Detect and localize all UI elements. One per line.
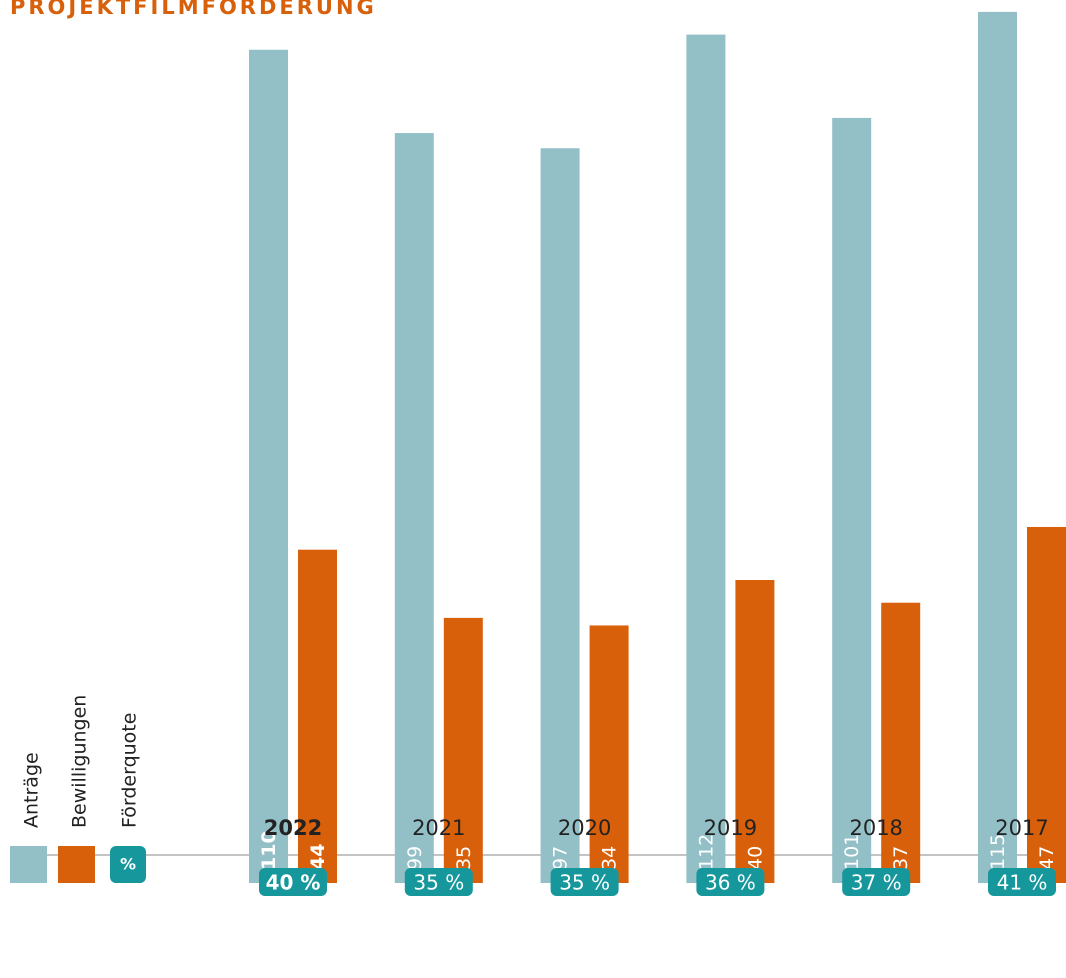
legend-label: Förderquote [119, 713, 141, 828]
bar [735, 580, 775, 883]
value-label: 35 [453, 846, 475, 870]
legend-swatch [110, 846, 146, 883]
legend-swatch [10, 846, 47, 883]
bar [589, 625, 629, 883]
rate-label: 36 % [705, 871, 756, 895]
value-label: 37 [890, 846, 912, 870]
rate-label: 35 % [559, 871, 610, 895]
value-label: 115 [987, 834, 1009, 870]
bar [1027, 526, 1066, 883]
bar [978, 11, 1017, 883]
value-label: 101 [841, 834, 863, 870]
value-label: 112 [695, 834, 717, 870]
value-label: 44 [307, 844, 329, 870]
legend-swatch [58, 846, 95, 883]
legend-symbol: % [120, 855, 136, 874]
x-tick-label: 2019 [704, 816, 757, 840]
chart-title: PROJEKTFILMFÖRDERUNG [10, 0, 377, 19]
rate-label: 40 % [266, 871, 321, 895]
value-label: 40 [744, 846, 766, 870]
rate-label: 41 % [997, 871, 1048, 895]
legend-label: Bewilligungen [69, 695, 91, 828]
x-tick-label: 2020 [558, 816, 611, 840]
bar [394, 133, 434, 883]
rate-badge [696, 868, 765, 896]
value-label: 47 [1036, 846, 1058, 870]
bar [832, 117, 872, 884]
x-tick-label: 2022 [264, 816, 322, 840]
rate-label: 35 % [413, 871, 464, 895]
bar [298, 549, 337, 883]
value-label: 34 [599, 846, 621, 870]
bar [540, 148, 580, 884]
x-tick-label: 2021 [412, 816, 465, 840]
rate-badge [259, 868, 327, 896]
bar [249, 49, 288, 883]
rate-badge [988, 868, 1056, 896]
bar [443, 617, 483, 883]
x-tick-label: 2017 [995, 816, 1048, 840]
rate-label: 37 % [851, 871, 902, 895]
value-label: 97 [550, 846, 572, 870]
rate-badge [550, 868, 619, 896]
value-label: 99 [404, 846, 426, 870]
rate-badge [404, 868, 473, 896]
rate-badge [842, 868, 911, 896]
value-label: 110 [258, 830, 280, 870]
legend-label: Anträge [21, 752, 43, 828]
bar [881, 602, 921, 883]
bar [686, 34, 726, 884]
x-tick-label: 2018 [849, 816, 902, 840]
